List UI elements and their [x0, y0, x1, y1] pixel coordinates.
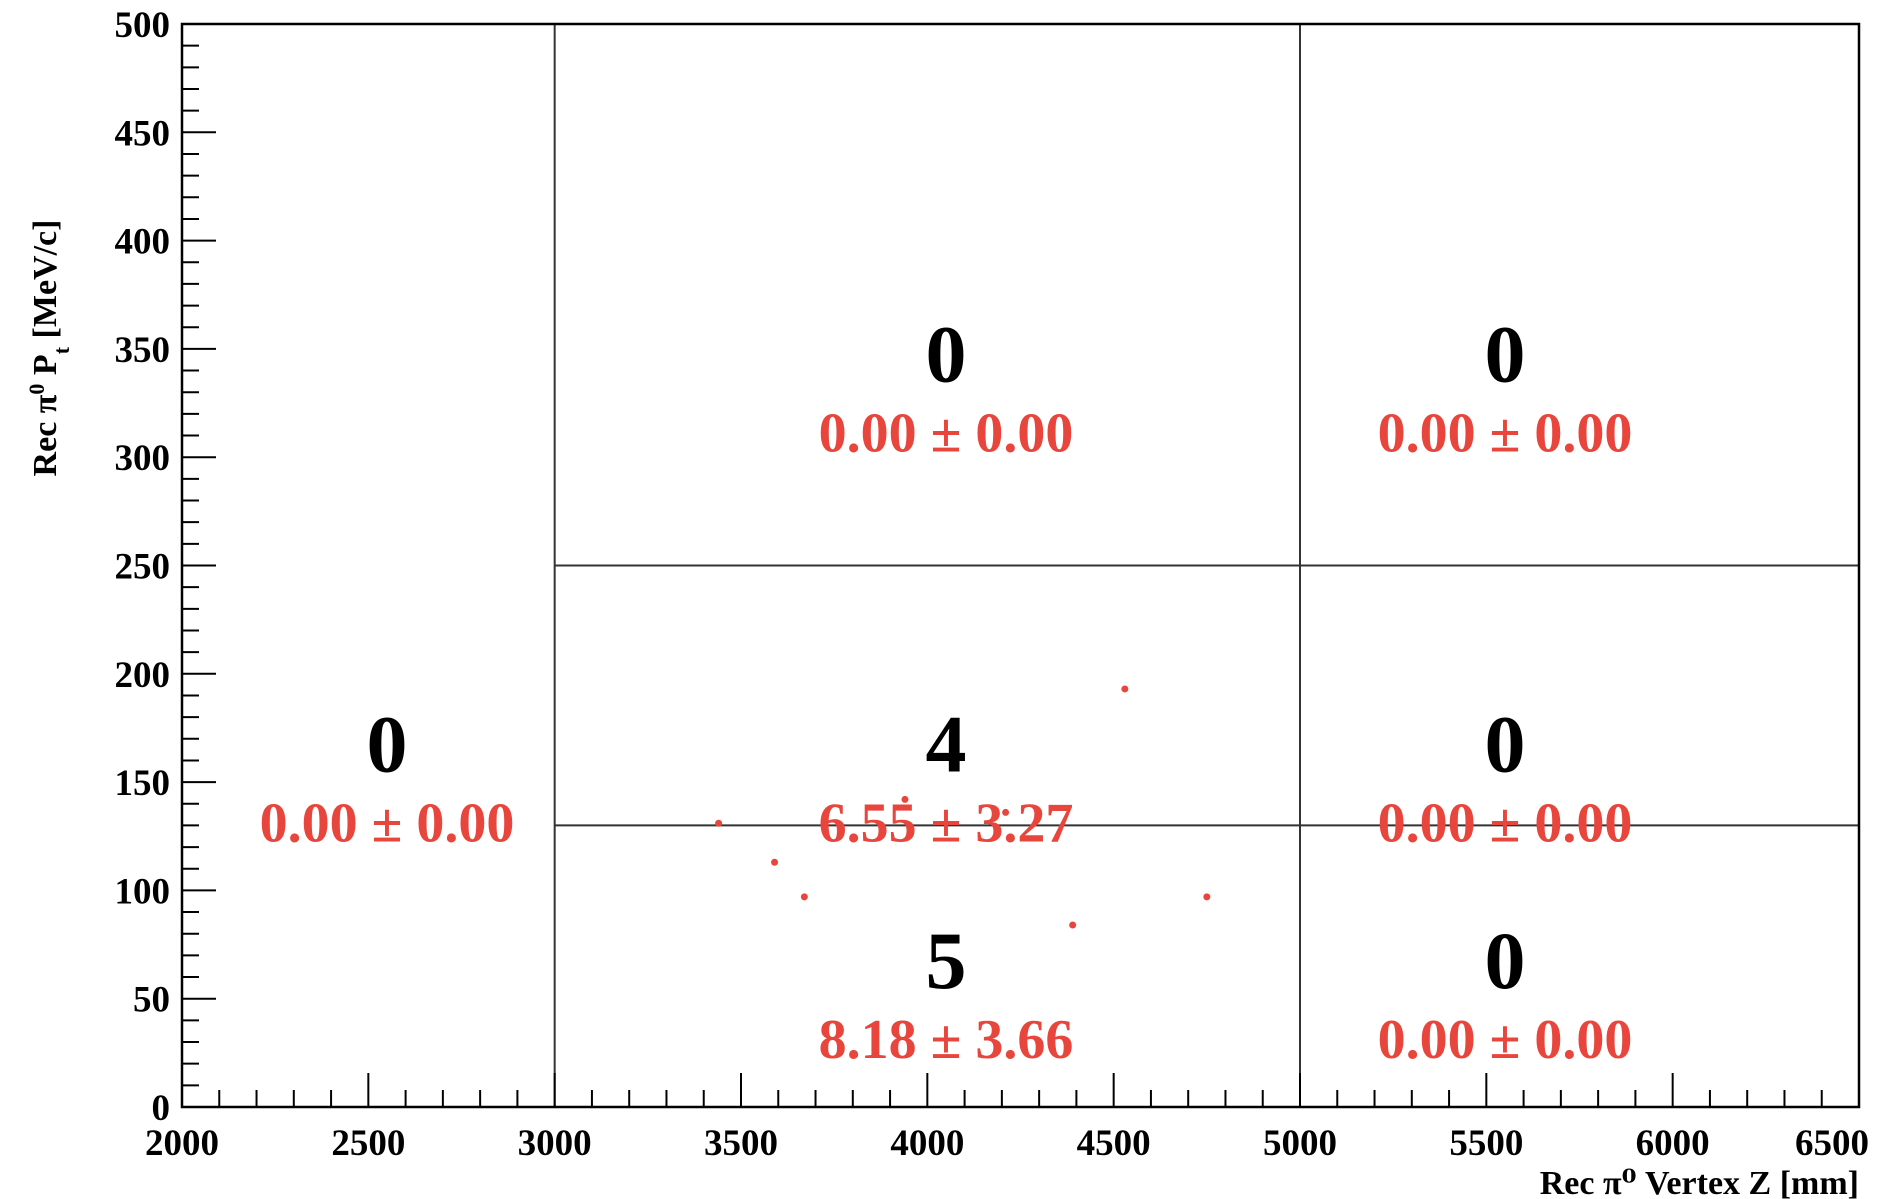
- region-expected-right-top: 0.00 ± 0.00: [1378, 402, 1633, 464]
- y-tick-label-400: 400: [115, 222, 171, 263]
- x-tick-label-6000: 6000: [1636, 1123, 1710, 1164]
- region-count-left: 0: [366, 698, 407, 789]
- region-count-right-top: 0: [1484, 308, 1525, 399]
- data-point-6: [1121, 685, 1129, 693]
- data-point-2: [800, 893, 808, 901]
- region-count-mid-middle: 4: [925, 698, 966, 789]
- region-expected-right-middle: 0.00 ± 0.00: [1378, 792, 1633, 854]
- data-point-0: [715, 819, 723, 827]
- x-tick-label-3000: 3000: [518, 1123, 592, 1164]
- region-expected-right-bottom: 0.00 ± 0.00: [1378, 1009, 1633, 1071]
- data-point-4: [1002, 808, 1010, 816]
- y-tick-label-300: 300: [115, 438, 171, 479]
- region-lines: [553, 24, 1859, 1107]
- y-tick-label-150: 150: [115, 763, 171, 804]
- x-tick-label-5500: 5500: [1449, 1123, 1523, 1164]
- x-tick-label-5000: 5000: [1263, 1123, 1337, 1164]
- data-point-1: [771, 858, 779, 866]
- y-tick-label-350: 350: [115, 330, 171, 371]
- y-tick-label-200: 200: [115, 655, 171, 696]
- x-axis-title: Rec π⁰ Vertex Z [mm]: [1540, 1165, 1859, 1199]
- data-point-3: [901, 795, 909, 803]
- data-points: [715, 685, 1211, 929]
- region-count-mid-top: 0: [925, 308, 966, 399]
- y-tick-label-50: 50: [133, 980, 170, 1021]
- region-count-right-middle: 0: [1484, 698, 1525, 789]
- y-tick-labels: 0 50 100 150 200 250 300 350 400 450 500: [115, 5, 171, 1129]
- x-tick-label-2500: 2500: [331, 1123, 405, 1164]
- y-tick-label-500: 500: [115, 5, 171, 46]
- region-count-mid-bottom: 5: [925, 915, 966, 1006]
- x-tick-label-2000: 2000: [145, 1123, 219, 1164]
- x-tick-label-3500: 3500: [704, 1123, 778, 1164]
- region-expected-mid-top: 0.00 ± 0.00: [819, 402, 1074, 464]
- x-tick-labels: 2000 2500 3000 3500 4000 4500 5000 5500 6000 6500: [145, 1123, 1869, 1164]
- y-tick-label-100: 100: [115, 871, 171, 912]
- y-axis-title: Rec π0 Pt [MeV/c]: [24, 220, 74, 477]
- region-count-right-bottom: 0: [1484, 915, 1525, 1006]
- y-tick-label-250: 250: [115, 547, 171, 588]
- region-expected-mid-middle: 6.55 ± 3.27: [819, 792, 1074, 854]
- x-tick-label-6500: 6500: [1795, 1123, 1869, 1164]
- region-expected-left: 0.00 ± 0.00: [260, 792, 515, 854]
- region-expected-mid-bottom: 8.18 ± 3.66: [819, 1009, 1074, 1071]
- y-tick-label-450: 450: [115, 113, 171, 154]
- x-tick-label-4500: 4500: [1077, 1123, 1151, 1164]
- axis-ticks: [181, 23, 1860, 1108]
- data-point-5: [1069, 921, 1077, 929]
- x-tick-label-4000: 4000: [890, 1123, 964, 1164]
- data-point-7: [1203, 893, 1211, 901]
- y-tick-label-0: 0: [152, 1088, 171, 1129]
